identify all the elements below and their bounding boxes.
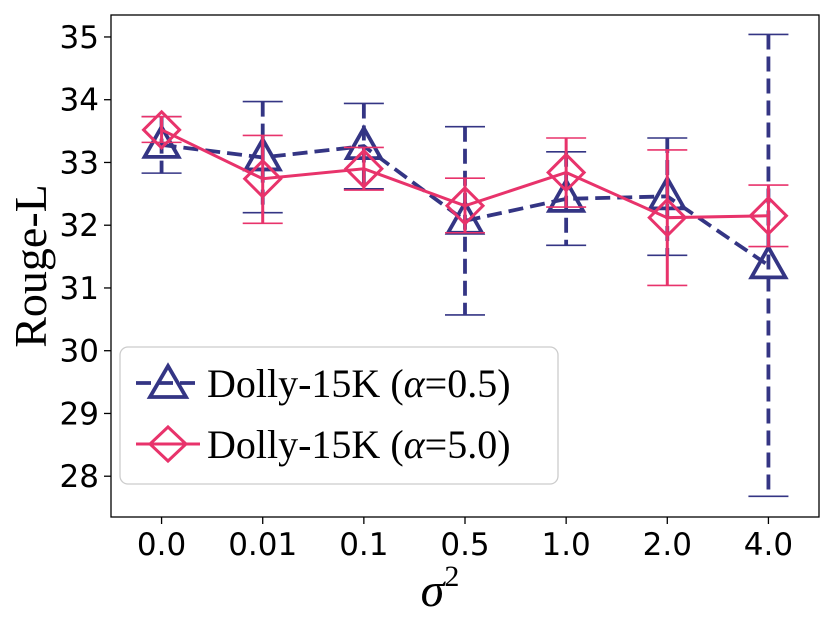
x-axis-title-symbol: σ (421, 564, 447, 617)
data-point-triangle (545, 177, 587, 213)
legend-frame (119, 346, 559, 485)
y-tick-label: 35 (60, 20, 99, 56)
data-point-diamond (242, 158, 283, 199)
series-1 (141, 109, 789, 287)
data-point-diamond (141, 109, 182, 150)
x-axis: 0.0 0.01 0.1 0.5 1.0 2.0 4.0 (137, 517, 793, 563)
legend-entry-dolly-alpha-5-0: Dolly-15K (α=5.0) (136, 422, 511, 467)
x-tick-label: 0.1 (339, 527, 388, 563)
x-tick-label: 0.5 (440, 527, 489, 563)
y-tick-label: 31 (60, 271, 99, 307)
x-axis-title: σ2 (421, 560, 460, 617)
x-tick-label: 1.0 (541, 527, 590, 563)
x-tick-label: 4.0 (744, 527, 793, 563)
legend: Dolly-15K (α=0.5) Dolly-15K (α=5.0) (119, 346, 559, 485)
y-axis: 28 29 30 31 32 33 34 35 (60, 20, 111, 495)
y-tick-label: 34 (60, 83, 99, 119)
data-point-diamond (647, 197, 688, 238)
data-point-diamond (444, 185, 486, 226)
x-axis-title-superscript: 2 (444, 560, 459, 593)
legend-marker-diamond (147, 424, 189, 464)
data-point-diamond (343, 148, 384, 189)
y-axis-title: Rouge-L (5, 184, 56, 348)
legend-marker-triangle (146, 362, 190, 399)
data-point-diamond (546, 152, 587, 193)
y-tick-label: 33 (60, 145, 99, 181)
data-point-diamond (748, 195, 789, 236)
legend-entry-dolly-alpha-0-5: Dolly-15K (α=0.5) (136, 361, 511, 406)
x-tick-label: 2.0 (643, 527, 692, 563)
data-point-triangle (748, 243, 789, 280)
series-line (160, 128, 769, 220)
y-tick-label: 30 (60, 334, 99, 370)
legend-label-dolly-alpha-5-0: Dolly-15K (α=5.0) (207, 422, 511, 467)
legend-label-dolly-alpha-0-5: Dolly-15K (α=0.5) (207, 361, 511, 406)
x-tick-label: 0.01 (228, 527, 297, 563)
series-layer (141, 33, 789, 498)
x-tick-label: 0.0 (137, 527, 186, 563)
y-tick-label: 32 (60, 208, 99, 244)
y-tick-label: 29 (60, 396, 99, 432)
y-tick-label: 28 (60, 459, 99, 495)
